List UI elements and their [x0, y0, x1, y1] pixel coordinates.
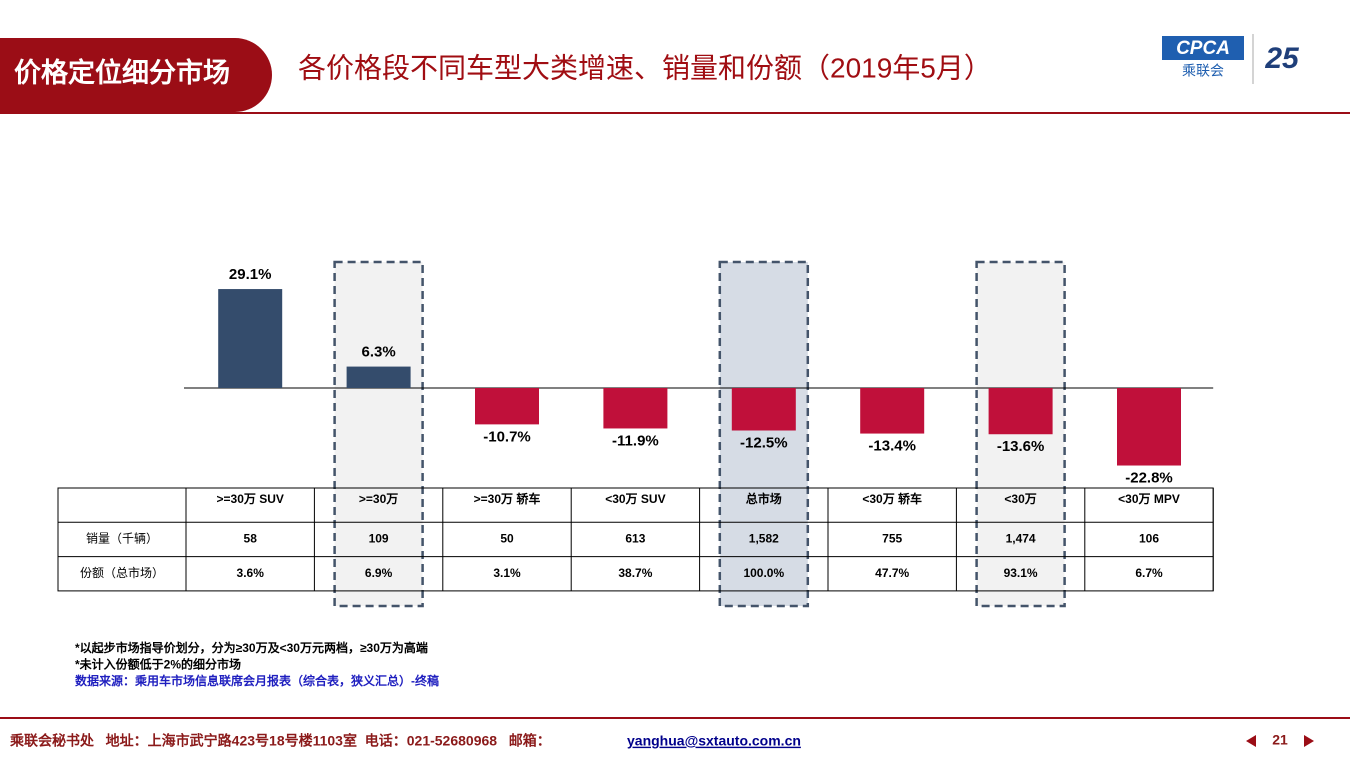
logo: CPCA — [1176, 38, 1230, 59]
table-cell: 3.1% — [493, 566, 521, 580]
bar — [860, 388, 925, 434]
value-label: -10.7% — [483, 428, 531, 445]
table-cell: 6.9% — [365, 566, 393, 580]
bar — [218, 289, 283, 388]
value-label: -13.6% — [997, 438, 1045, 455]
value-label: -11.9% — [612, 432, 659, 449]
table-header: >=30万 轿车 — [474, 491, 541, 506]
table-cell: 6.7% — [1135, 566, 1163, 580]
footer-text: 乘联会秘书处 地址：上海市武宁路423号18号楼1103室 电话：021-526… — [9, 733, 551, 749]
chart: 29.1% 6.3% -10.7% -11.9% -12.5% -13.4% -13.6% -… — [57, 260, 1214, 688]
table-cell: 100.0% — [743, 566, 784, 580]
next-arrow[interactable] — [1304, 735, 1314, 747]
footer-email: yanghua@sxtauto.com.cn — [627, 733, 801, 749]
highlight-box — [718, 260, 810, 608]
table-cell: 1,474 — [1006, 532, 1036, 546]
table-header: <30万 SUV — [605, 492, 665, 506]
table-header: <30万 轿车 — [862, 491, 922, 506]
row-label: 份额（总市场） — [80, 565, 164, 580]
table-header: <30万 MPV — [1118, 492, 1180, 506]
bar — [475, 388, 539, 425]
table-cell: 47.7% — [875, 566, 909, 580]
badge-text: 价格定位细分市场 — [14, 57, 230, 88]
table-header: 总市场 — [746, 491, 782, 506]
table-header: >=30万 — [359, 492, 398, 506]
row-label: 销量（千辆） — [86, 532, 158, 546]
table-cell: 93.1% — [1004, 566, 1038, 580]
table-header: >=30万 SUV — [217, 492, 284, 506]
anniversary: 25 — [1264, 42, 1300, 75]
table-cell: 3.6% — [237, 566, 265, 580]
footnote: *未计入份额低于2%的细分市场 — [75, 657, 241, 672]
bar — [731, 388, 796, 431]
table-cell: 50 — [500, 532, 514, 546]
footnote: 数据来源：乘用车市场信息联席会月报表（综合表，狭义汇总）-终稿 — [75, 673, 439, 688]
table-cell: 106 — [1139, 532, 1159, 546]
table-cell: 109 — [369, 532, 389, 546]
value-label: 29.1% — [229, 266, 272, 283]
bar — [1117, 388, 1181, 466]
slide-title: 各价格段不同车型大类增速、销量和份额（2019年5月） — [298, 52, 992, 83]
bar — [346, 366, 411, 388]
logo-sub: 乘联会 — [1182, 63, 1224, 79]
table-cell: 613 — [625, 532, 645, 546]
table-cell: 1,582 — [749, 532, 779, 546]
table-header: <30万 — [1004, 492, 1036, 506]
value-label: -12.5% — [740, 434, 788, 451]
footnote: *以起步市场指导价划分，分为≥30万及<30万元两档，≥30万为高端 — [75, 640, 428, 655]
badge — [0, 38, 272, 112]
bar — [988, 388, 1053, 435]
value-label: 6.3% — [361, 344, 395, 361]
table-cell: 58 — [244, 532, 258, 546]
table-cell: 755 — [882, 532, 902, 546]
table-cell: 38.7% — [618, 566, 652, 580]
highlight-box — [333, 260, 424, 608]
value-label: -22.8% — [1125, 469, 1173, 486]
page-number: 21 — [1272, 732, 1288, 748]
bar — [603, 388, 668, 429]
prev-arrow[interactable] — [1246, 735, 1256, 747]
value-label: -13.4% — [868, 438, 916, 455]
logo-box — [1162, 36, 1244, 60]
